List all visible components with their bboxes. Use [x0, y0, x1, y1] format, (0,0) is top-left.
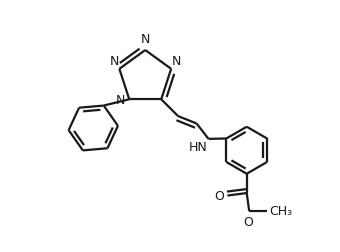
- Text: N: N: [110, 55, 119, 68]
- Text: O: O: [215, 189, 224, 202]
- Text: N: N: [171, 55, 181, 68]
- Text: N: N: [140, 33, 150, 46]
- Text: O: O: [243, 215, 253, 228]
- Text: CH₃: CH₃: [270, 205, 293, 217]
- Text: N: N: [115, 93, 125, 106]
- Text: HN: HN: [188, 141, 207, 153]
